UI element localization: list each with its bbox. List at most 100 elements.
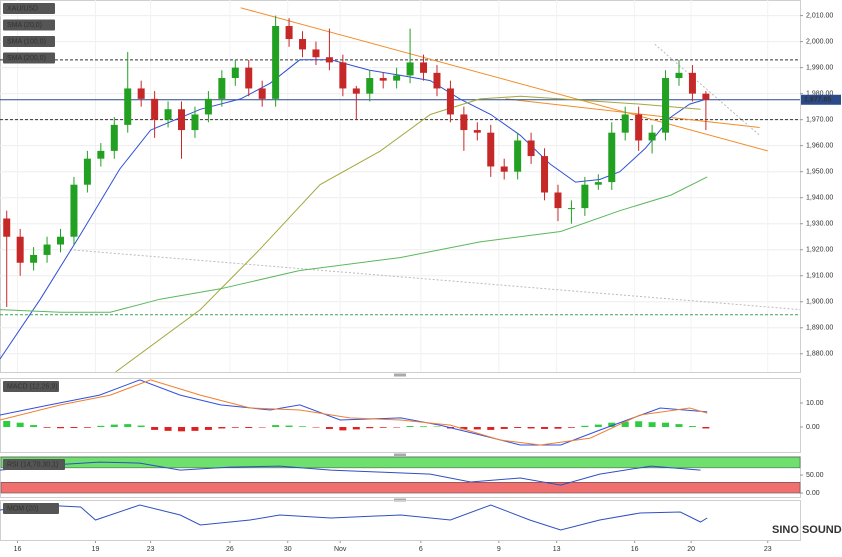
panel-resize-handle [394, 373, 406, 377]
candle-body [648, 132, 656, 141]
candle-body [554, 192, 562, 209]
y-tick-label: 1,970.00 [806, 117, 833, 124]
histogram-bar [137, 425, 145, 428]
indicator-name: SMA (200,0) [7, 55, 46, 62]
y-tick-label: 1,990.00 [806, 64, 833, 71]
histogram-bar [567, 427, 575, 428]
histogram-bar [16, 422, 24, 428]
histogram-bar [541, 427, 549, 429]
indicator-name: MOM (20) [7, 505, 39, 512]
y-tick-label: 1,930.00 [806, 221, 833, 228]
indicator-tag [3, 381, 59, 392]
rsi-band [0, 456, 801, 469]
trend-line [505, 98, 760, 128]
candle-body [379, 78, 387, 81]
x-tick-label: 23 [764, 546, 772, 553]
current-price-label: 1,977.65 [804, 97, 831, 104]
histogram-bar [151, 427, 159, 430]
histogram-bar [325, 427, 333, 429]
candle-body [97, 150, 105, 159]
histogram-bar [57, 427, 65, 429]
candle-body [339, 62, 347, 89]
candle-body [527, 140, 535, 157]
y-tick-label: 1,980.00 [806, 90, 833, 97]
histogram-bar [164, 427, 172, 431]
histogram-bar [688, 426, 696, 428]
watermark: SINO SOUND [772, 524, 842, 536]
candle-body [702, 93, 710, 100]
histogram-bar [675, 424, 683, 428]
mom-line [0, 504, 708, 531]
rsi-line [0, 461, 701, 486]
x-tick-label: 19 [92, 546, 100, 553]
histogram-bar [406, 426, 414, 428]
y-tick-label: 50.00 [806, 472, 824, 479]
candle-body [635, 114, 643, 141]
histogram-bar [97, 425, 105, 428]
candle-body [258, 88, 266, 99]
candle-body [30, 254, 38, 263]
candle-body [204, 98, 212, 115]
histogram-bar [272, 425, 280, 428]
histogram-bar [500, 427, 508, 429]
candle-body [272, 26, 280, 99]
y-tick-label: 1,880.00 [806, 351, 833, 358]
candle-body [487, 132, 495, 167]
x-tick-label: 26 [226, 546, 234, 553]
x-tick-label: Nov [334, 546, 347, 553]
indicator-name: SMA (20,0) [7, 22, 42, 29]
trend-line [240, 7, 768, 152]
histogram-bar [379, 427, 387, 428]
y-tick-label: 0.00 [806, 490, 820, 497]
panel-resize-handle [394, 453, 406, 457]
candle-body [325, 57, 333, 63]
x-tick-label: 23 [147, 546, 155, 553]
candle-body [83, 158, 91, 185]
y-tick-label: 1,940.00 [806, 195, 833, 202]
candle-body [393, 75, 401, 81]
sma-line [0, 176, 708, 313]
candle-body [218, 78, 226, 99]
histogram-bar [420, 426, 428, 428]
candle-body [621, 114, 629, 133]
sma-line [0, 59, 708, 360]
candle-body [137, 88, 145, 99]
y-tick-label: 1,950.00 [806, 169, 833, 176]
candle-body [191, 114, 199, 131]
histogram-bar [70, 427, 78, 428]
histogram-bar [30, 425, 38, 428]
histogram-bar [527, 427, 535, 429]
histogram-bar [299, 426, 307, 428]
indicator-tag [3, 19, 55, 31]
histogram-bar [581, 425, 589, 428]
x-tick-label: 13 [553, 546, 561, 553]
candle-body [231, 67, 239, 79]
y-tick-label: 2,000.00 [806, 38, 833, 45]
candle-body [594, 182, 602, 185]
histogram-bar [621, 421, 629, 428]
candle-body [662, 78, 670, 133]
histogram-bar [702, 427, 710, 429]
histogram-bar [110, 424, 118, 428]
candle-body [688, 72, 696, 94]
candle-body [245, 67, 253, 89]
trend-line [654, 43, 761, 136]
indicator-name: SMA (100,0) [7, 38, 46, 45]
y-tick-label: 1,920.00 [806, 247, 833, 254]
candle-body [514, 140, 522, 172]
histogram-bar [218, 427, 226, 429]
candle-body [366, 78, 374, 94]
indicator-tag [3, 36, 55, 47]
x-tick-label: 9 [497, 546, 501, 553]
y-tick-label: 1,900.00 [806, 299, 833, 306]
candle-body [164, 109, 172, 120]
histogram-bar [245, 427, 253, 428]
x-tick-label: 16 [14, 546, 22, 553]
indicator-name: XAU/USD [7, 5, 38, 12]
candle-body [3, 218, 11, 237]
histogram-bar [662, 422, 670, 428]
candle-body [16, 236, 24, 263]
indicator-tag [3, 503, 59, 514]
indicator-tag [3, 459, 65, 470]
